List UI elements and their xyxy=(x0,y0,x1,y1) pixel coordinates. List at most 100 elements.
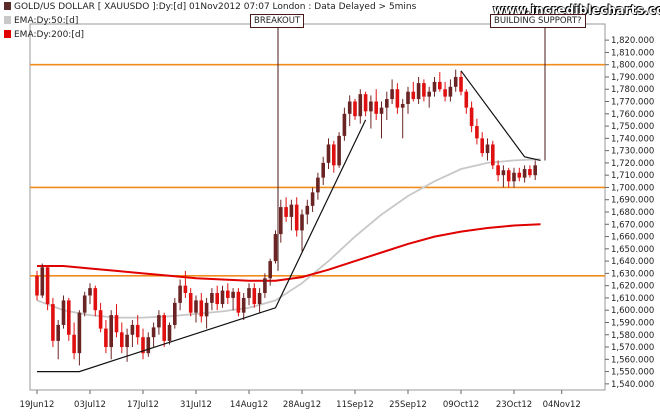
candle-body xyxy=(363,94,368,112)
candle-body xyxy=(480,138,484,154)
trend-lines xyxy=(37,70,541,373)
candle-body xyxy=(93,288,98,311)
candle-body xyxy=(236,291,241,313)
candle-body xyxy=(77,312,82,354)
candle-body xyxy=(173,302,177,325)
candle-body xyxy=(512,172,516,182)
title-text: GOLD/US DOLLAR [ XAUUSDO ]:Dy:[d] 01Nov2… xyxy=(14,2,417,12)
y-tick-label: 1,760.000 xyxy=(611,110,654,120)
building-support-callout: BUILDING SUPPORT? xyxy=(490,14,586,28)
candle-body xyxy=(496,165,500,176)
candle-body xyxy=(379,107,384,114)
candle-body xyxy=(390,89,394,100)
candle-body xyxy=(247,288,251,298)
y-tick-label: 1,620.000 xyxy=(611,282,654,292)
candle-body xyxy=(178,285,182,303)
candle-body xyxy=(459,76,463,92)
plot-border xyxy=(29,23,606,391)
candle-body xyxy=(226,290,230,298)
candle-body xyxy=(220,290,225,305)
trend-line xyxy=(460,70,541,161)
trend-line xyxy=(37,119,367,373)
candle-body xyxy=(120,332,124,348)
candle-body xyxy=(332,144,336,166)
legend-ema50: EMA:Dy:50:[d] xyxy=(4,16,78,26)
candle-body xyxy=(416,83,421,100)
y-tick-label: 1,810.000 xyxy=(611,48,654,58)
candle-body xyxy=(188,293,193,313)
x-tick-label: 14Aug12 xyxy=(230,400,268,410)
candle-body xyxy=(528,169,532,176)
y-tick-label: 1,790.000 xyxy=(611,73,654,83)
candles xyxy=(35,69,537,366)
price-swatch xyxy=(4,2,11,10)
legend-ema200: EMA:Dy:200:[d] xyxy=(4,30,84,40)
candle-body xyxy=(310,192,315,206)
candle-body xyxy=(358,94,363,117)
candle-body xyxy=(400,103,405,108)
candle-body xyxy=(35,275,39,296)
x-tick-label: 17Jul12 xyxy=(127,400,159,410)
candle-body xyxy=(157,315,161,328)
candle-body xyxy=(491,144,495,166)
candle-body xyxy=(464,91,469,108)
y-tick-label: 1,740.000 xyxy=(611,134,654,144)
ema50-swatch xyxy=(4,16,11,24)
x-tick-label: 03Jul12 xyxy=(74,400,106,410)
x-tick-label: 04Nov12 xyxy=(543,400,581,410)
x-tick-label: 31Jul12 xyxy=(180,400,212,410)
candle-body xyxy=(183,285,188,294)
candle-body xyxy=(337,135,341,166)
candle-body xyxy=(72,334,76,354)
candle-body xyxy=(109,315,113,348)
y-tick-label: 1,730.000 xyxy=(611,147,654,157)
y-tick-label: 1,540.000 xyxy=(611,380,654,390)
candle-body xyxy=(210,293,214,303)
candle-body xyxy=(485,144,490,154)
candle-body xyxy=(130,324,135,335)
candle-body xyxy=(241,297,246,313)
candle-body xyxy=(300,214,304,231)
candle-body xyxy=(533,165,537,176)
x-tick-label: 19Jun12 xyxy=(20,400,55,410)
y-tick-label: 1,670.000 xyxy=(611,220,654,230)
ema50-line xyxy=(36,158,541,319)
y-tick-label: 1,590.000 xyxy=(611,318,654,328)
y-tick-label: 1,550.000 xyxy=(611,368,654,378)
ema50-label: EMA:Dy:50:[d] xyxy=(14,16,79,26)
y-tick-label: 1,800.000 xyxy=(611,61,654,71)
candle-body xyxy=(98,310,103,329)
candle-body xyxy=(422,83,426,97)
candle-body xyxy=(167,324,172,341)
y-tick-label: 1,820.000 xyxy=(611,36,654,46)
x-tick-label: 25Sep12 xyxy=(389,400,427,410)
candle-body xyxy=(438,81,442,90)
candle-body xyxy=(231,291,235,298)
y-tick-label: 1,560.000 xyxy=(611,355,654,365)
y-tick-label: 1,720.000 xyxy=(611,159,654,169)
candle-body xyxy=(522,169,527,178)
candle-body xyxy=(294,204,299,231)
candle-body xyxy=(385,99,389,108)
candle-body xyxy=(45,267,50,305)
y-axis: 1,540.000 1,550.000 1,560.000 1,570.000 1,58… xyxy=(605,36,654,390)
candle-body xyxy=(162,315,166,341)
y-tick-label: 1,660.000 xyxy=(611,233,654,243)
callout-pointers xyxy=(277,28,546,271)
candle-body xyxy=(347,101,352,114)
candle-body xyxy=(151,327,156,338)
breakout-callout: BREAKOUT xyxy=(250,14,305,28)
candle-body xyxy=(406,91,410,104)
candle-body xyxy=(199,300,204,317)
candle-body xyxy=(506,170,511,182)
horizontal-lines xyxy=(30,63,605,277)
candle-body xyxy=(475,126,479,139)
y-tick-label: 1,640.000 xyxy=(611,257,654,267)
y-tick-label: 1,750.000 xyxy=(611,122,654,132)
x-tick-label: 11Sep12 xyxy=(336,400,374,410)
candle-body xyxy=(194,300,198,313)
y-tick-label: 1,610.000 xyxy=(611,294,654,304)
candle-body xyxy=(448,86,453,97)
candle-body xyxy=(501,170,506,176)
candle-body xyxy=(353,101,357,117)
